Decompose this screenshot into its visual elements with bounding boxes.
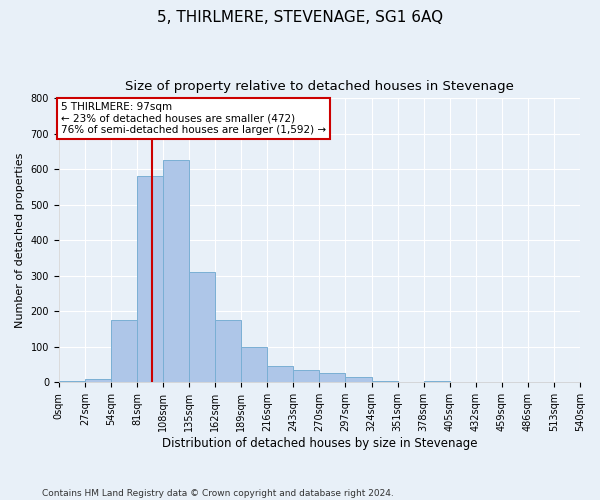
Text: 5 THIRLMERE: 97sqm
← 23% of detached houses are smaller (472)
76% of semi-detach: 5 THIRLMERE: 97sqm ← 23% of detached hou… [61,102,326,135]
Bar [424,380,449,382]
Bar [241,347,267,382]
Bar [267,366,293,382]
Bar [111,320,137,382]
Bar [215,320,241,382]
Bar [163,160,189,382]
Bar [346,377,371,382]
Bar [319,374,346,382]
Bar [85,379,111,382]
Bar [137,176,163,382]
Y-axis label: Number of detached properties: Number of detached properties [15,152,25,328]
Bar [189,272,215,382]
Bar [371,380,398,382]
Text: Contains HM Land Registry data © Crown copyright and database right 2024.: Contains HM Land Registry data © Crown c… [42,488,394,498]
Title: Size of property relative to detached houses in Stevenage: Size of property relative to detached ho… [125,80,514,93]
Bar [59,380,85,382]
Text: 5, THIRLMERE, STEVENAGE, SG1 6AQ: 5, THIRLMERE, STEVENAGE, SG1 6AQ [157,10,443,25]
Bar [293,370,319,382]
X-axis label: Distribution of detached houses by size in Stevenage: Distribution of detached houses by size … [161,437,477,450]
